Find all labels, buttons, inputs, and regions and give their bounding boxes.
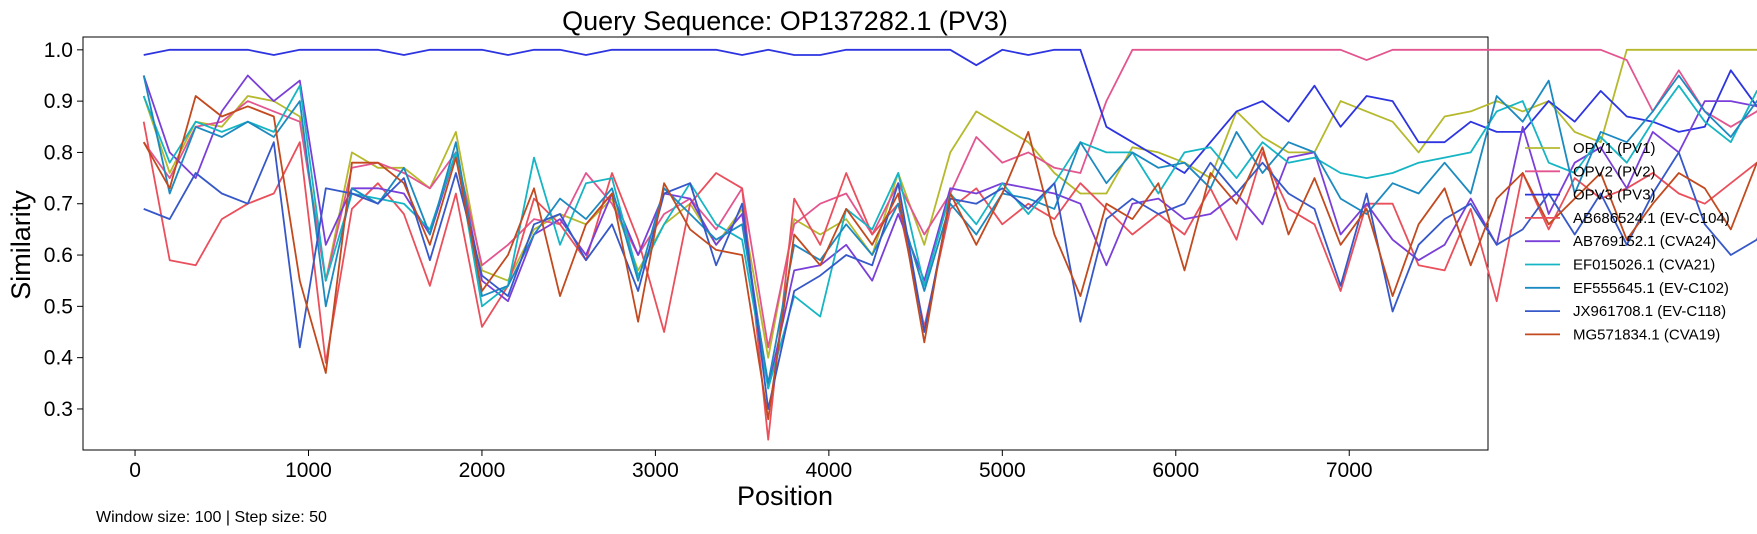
legend-label-6: EF555645.1 (EV-C102) [1573, 280, 1729, 297]
y-tick-label-2: 0.5 [44, 295, 73, 318]
legend-label-8: MG571834.1 (CVA19) [1573, 326, 1720, 343]
x-tick-label-6: 6000 [1152, 459, 1199, 482]
legend-label-0: OPV1 (PV1) [1573, 140, 1656, 157]
legend-label-3: AB686524.1 (EV-C104) [1573, 210, 1730, 227]
y-tick-label-4: 0.7 [44, 193, 73, 216]
y-axis-ticks: 0.3 0.4 0.5 0.6 0.7 0.8 0.9 1.0 [44, 39, 83, 421]
x-axis-ticks: 0 1000 2000 3000 4000 5000 6000 7000 [129, 450, 1373, 482]
window-step-caption: Window size: 100 | Step size: 50 [96, 509, 327, 526]
x-tick-label-5: 5000 [979, 459, 1026, 482]
legend-label-2: OPV3 (PV3) [1573, 187, 1656, 204]
series-line-1 [142, 48, 1757, 349]
series-line-2 [143, 48, 1757, 174]
legend-label-1: OPV2 (PV2) [1573, 163, 1656, 180]
x-tick-label-3: 3000 [632, 459, 679, 482]
y-axis-label: Similarity [6, 190, 36, 300]
x-tick-label-7: 7000 [1326, 459, 1373, 482]
series-layer [142, 48, 1757, 441]
series-line-8 [142, 95, 1757, 421]
x-tick-label-1: 1000 [285, 459, 332, 482]
series-line-7 [143, 141, 1757, 410]
legend: OPV1 (PV1) OPV2 (PV2) OPV3 (PV3) AB686524.1… [1525, 140, 1730, 343]
legend-label-5: EF015026.1 (CVA21) [1573, 257, 1715, 274]
y-tick-label-3: 0.6 [44, 244, 73, 267]
y-tick-label-6: 0.9 [44, 90, 73, 113]
chart-title: Query Sequence: OP137282.1 (PV3) [562, 6, 1008, 36]
legend-label-7: JX961708.1 (EV-C118) [1573, 303, 1726, 320]
x-tick-label-2: 2000 [459, 459, 506, 482]
x-tick-label-4: 4000 [806, 459, 853, 482]
plot-frame [82, 36, 1489, 451]
y-tick-label-7: 1.0 [44, 39, 73, 62]
x-axis-label: Position [737, 481, 833, 511]
y-tick-label-5: 0.8 [44, 141, 73, 164]
legend-label-4: AB769152.1 (CVA24) [1573, 233, 1716, 250]
series-line-6 [142, 74, 1757, 385]
y-tick-label-1: 0.4 [44, 347, 74, 370]
y-tick-label-0: 0.3 [44, 398, 73, 421]
x-tick-label-0: 0 [129, 459, 141, 482]
